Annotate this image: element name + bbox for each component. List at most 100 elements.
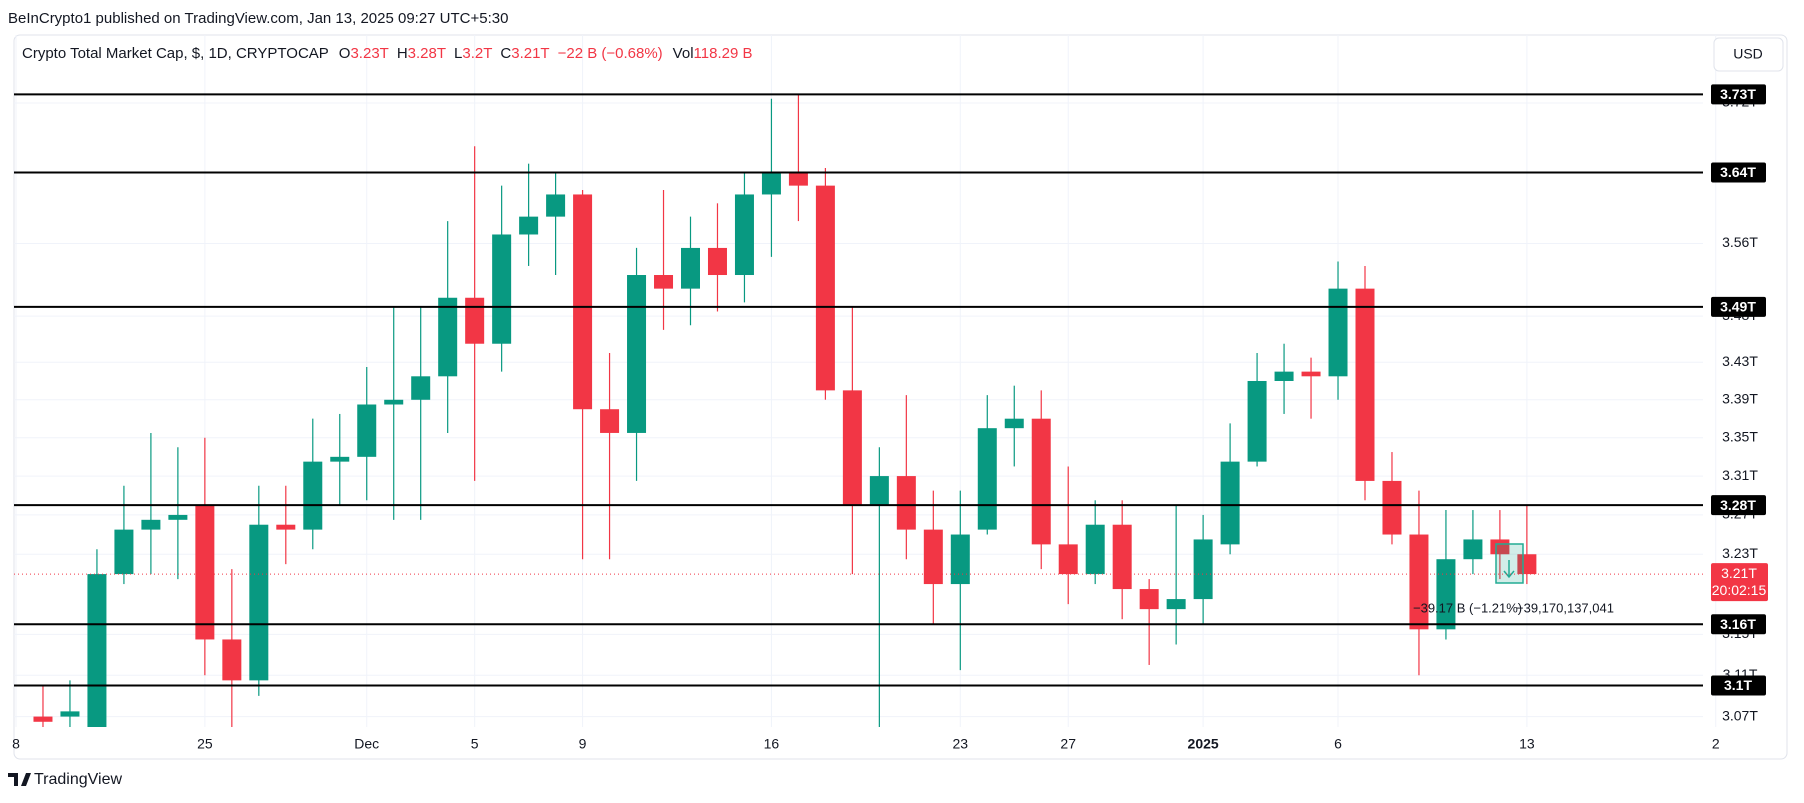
currency-label[interactable]: USD — [1733, 46, 1763, 62]
candle-body — [168, 514, 188, 520]
x-tick-label: 8 — [12, 736, 20, 752]
candle-body — [303, 461, 323, 530]
y-tick-label: 3.07T — [1722, 707, 1758, 723]
level-label: 3.64T — [1720, 164, 1756, 180]
x-tick-label: 16 — [764, 736, 780, 752]
candle-body — [1490, 539, 1510, 555]
published-note: BeInCrypto1 published on TradingView.com… — [8, 10, 508, 27]
candle-body — [1004, 418, 1024, 429]
candle-body — [1409, 534, 1429, 630]
candle-body — [1463, 539, 1483, 560]
measure-amount: −39,170,137,041 — [1516, 600, 1614, 615]
candle-body — [1274, 371, 1294, 381]
candle-body — [411, 376, 431, 400]
measure-change: −39.17 B (−1.21%) — [1413, 600, 1522, 615]
candle-body — [734, 194, 754, 276]
candle-body — [869, 476, 889, 506]
level-label-box — [1711, 84, 1766, 105]
candle-body — [276, 524, 296, 530]
candle-body — [1085, 524, 1105, 575]
candles — [33, 94, 1537, 727]
legend-change: −22 B (−0.68%) — [558, 45, 663, 62]
x-tick-label: 5 — [471, 736, 479, 752]
candle-body — [627, 275, 647, 433]
candle-body — [1247, 380, 1267, 462]
candle-body — [1193, 539, 1213, 600]
candle-body — [330, 456, 350, 462]
candle-body — [222, 639, 242, 681]
candle-body — [114, 529, 134, 575]
y-tick-label: 3.39T — [1722, 390, 1758, 406]
candle-body — [492, 234, 512, 344]
candle-body — [761, 172, 781, 195]
countdown-label: 20:02:15 — [1712, 582, 1767, 598]
candle-body — [950, 534, 970, 585]
grid — [14, 35, 1717, 727]
legend-volume-label: Vol — [673, 45, 694, 62]
price-axis: 3.07T3.11T3.15T3.23T3.27T3.31T3.35T3.39T… — [1711, 84, 1768, 723]
candle-body — [1166, 599, 1186, 610]
candle-body — [923, 529, 943, 585]
x-tick-label: 13 — [1519, 736, 1535, 752]
candle-body — [896, 476, 916, 530]
candle-body — [573, 194, 593, 410]
legend-symbol: Crypto Total Market Cap, $, 1D, CRYPTOCA… — [22, 45, 329, 62]
currency-button[interactable] — [1713, 37, 1784, 72]
candle-body — [60, 711, 80, 717]
candle-body — [1517, 554, 1537, 575]
x-tick-label: 23 — [953, 736, 969, 752]
legend-close: 3.21T — [511, 45, 549, 62]
overlays: −39.17 B (−1.21%)−39,170,137,041 — [14, 93, 1703, 687]
legend-high-label: H — [397, 45, 408, 62]
candle-body — [87, 574, 107, 727]
legend-high: 3.28T — [408, 45, 446, 62]
level-label-box — [1711, 495, 1766, 516]
x-tick-label: Dec — [354, 736, 379, 752]
candle-body — [384, 399, 404, 405]
candle-body — [1436, 559, 1456, 630]
candle-body — [33, 716, 53, 722]
legend-volume: 118.29 B — [694, 45, 753, 62]
legend-low-label: L — [454, 45, 462, 62]
level-label-box — [1711, 162, 1766, 183]
y-tick-label: 3.56T — [1722, 234, 1758, 250]
candle-body — [1382, 480, 1402, 535]
x-tick-label: 25 — [197, 736, 213, 752]
x-tick-label: 2025 — [1188, 736, 1219, 752]
y-tick-label: 3.43T — [1722, 353, 1758, 369]
x-tick-label: 9 — [579, 736, 587, 752]
candle-body — [1031, 418, 1051, 545]
candle-body — [1301, 371, 1321, 377]
candle-body — [788, 172, 808, 186]
candle-body — [1058, 544, 1078, 575]
level-label: 3.28T — [1720, 497, 1756, 513]
level-label: 3.49T — [1720, 299, 1756, 315]
candle-body — [249, 524, 269, 681]
legend: Crypto Total Market Cap, $, 1D, CRYPTOCA… — [22, 45, 752, 62]
level-label: 3.73T — [1720, 86, 1756, 102]
x-tick-label: 27 — [1060, 736, 1076, 752]
level-label-box — [1711, 296, 1766, 317]
last-price-label: 3.21T — [1721, 565, 1757, 581]
level-label: 3.1T — [1724, 677, 1752, 693]
candle-body — [600, 409, 620, 433]
legend-close-label: C — [500, 45, 511, 62]
legend-low: 3.2T — [462, 45, 492, 62]
last-price-box — [1711, 563, 1768, 602]
candle-body — [1112, 524, 1132, 590]
candle-body — [195, 505, 215, 640]
level-label: 3.16T — [1720, 616, 1756, 632]
y-tick-label: 3.31T — [1722, 467, 1758, 483]
candle-body — [842, 390, 862, 506]
brand-name: TradingView — [34, 771, 122, 788]
brand-logo — [8, 773, 31, 786]
x-tick-label: 6 — [1334, 736, 1342, 752]
candle-body — [519, 216, 539, 235]
candle-body — [438, 297, 458, 377]
candle-body — [654, 275, 674, 289]
chart-frame — [13, 34, 1788, 760]
candle-body — [1220, 461, 1240, 545]
y-tick-label: 3.23T — [1722, 545, 1758, 561]
candle-body — [681, 247, 700, 289]
